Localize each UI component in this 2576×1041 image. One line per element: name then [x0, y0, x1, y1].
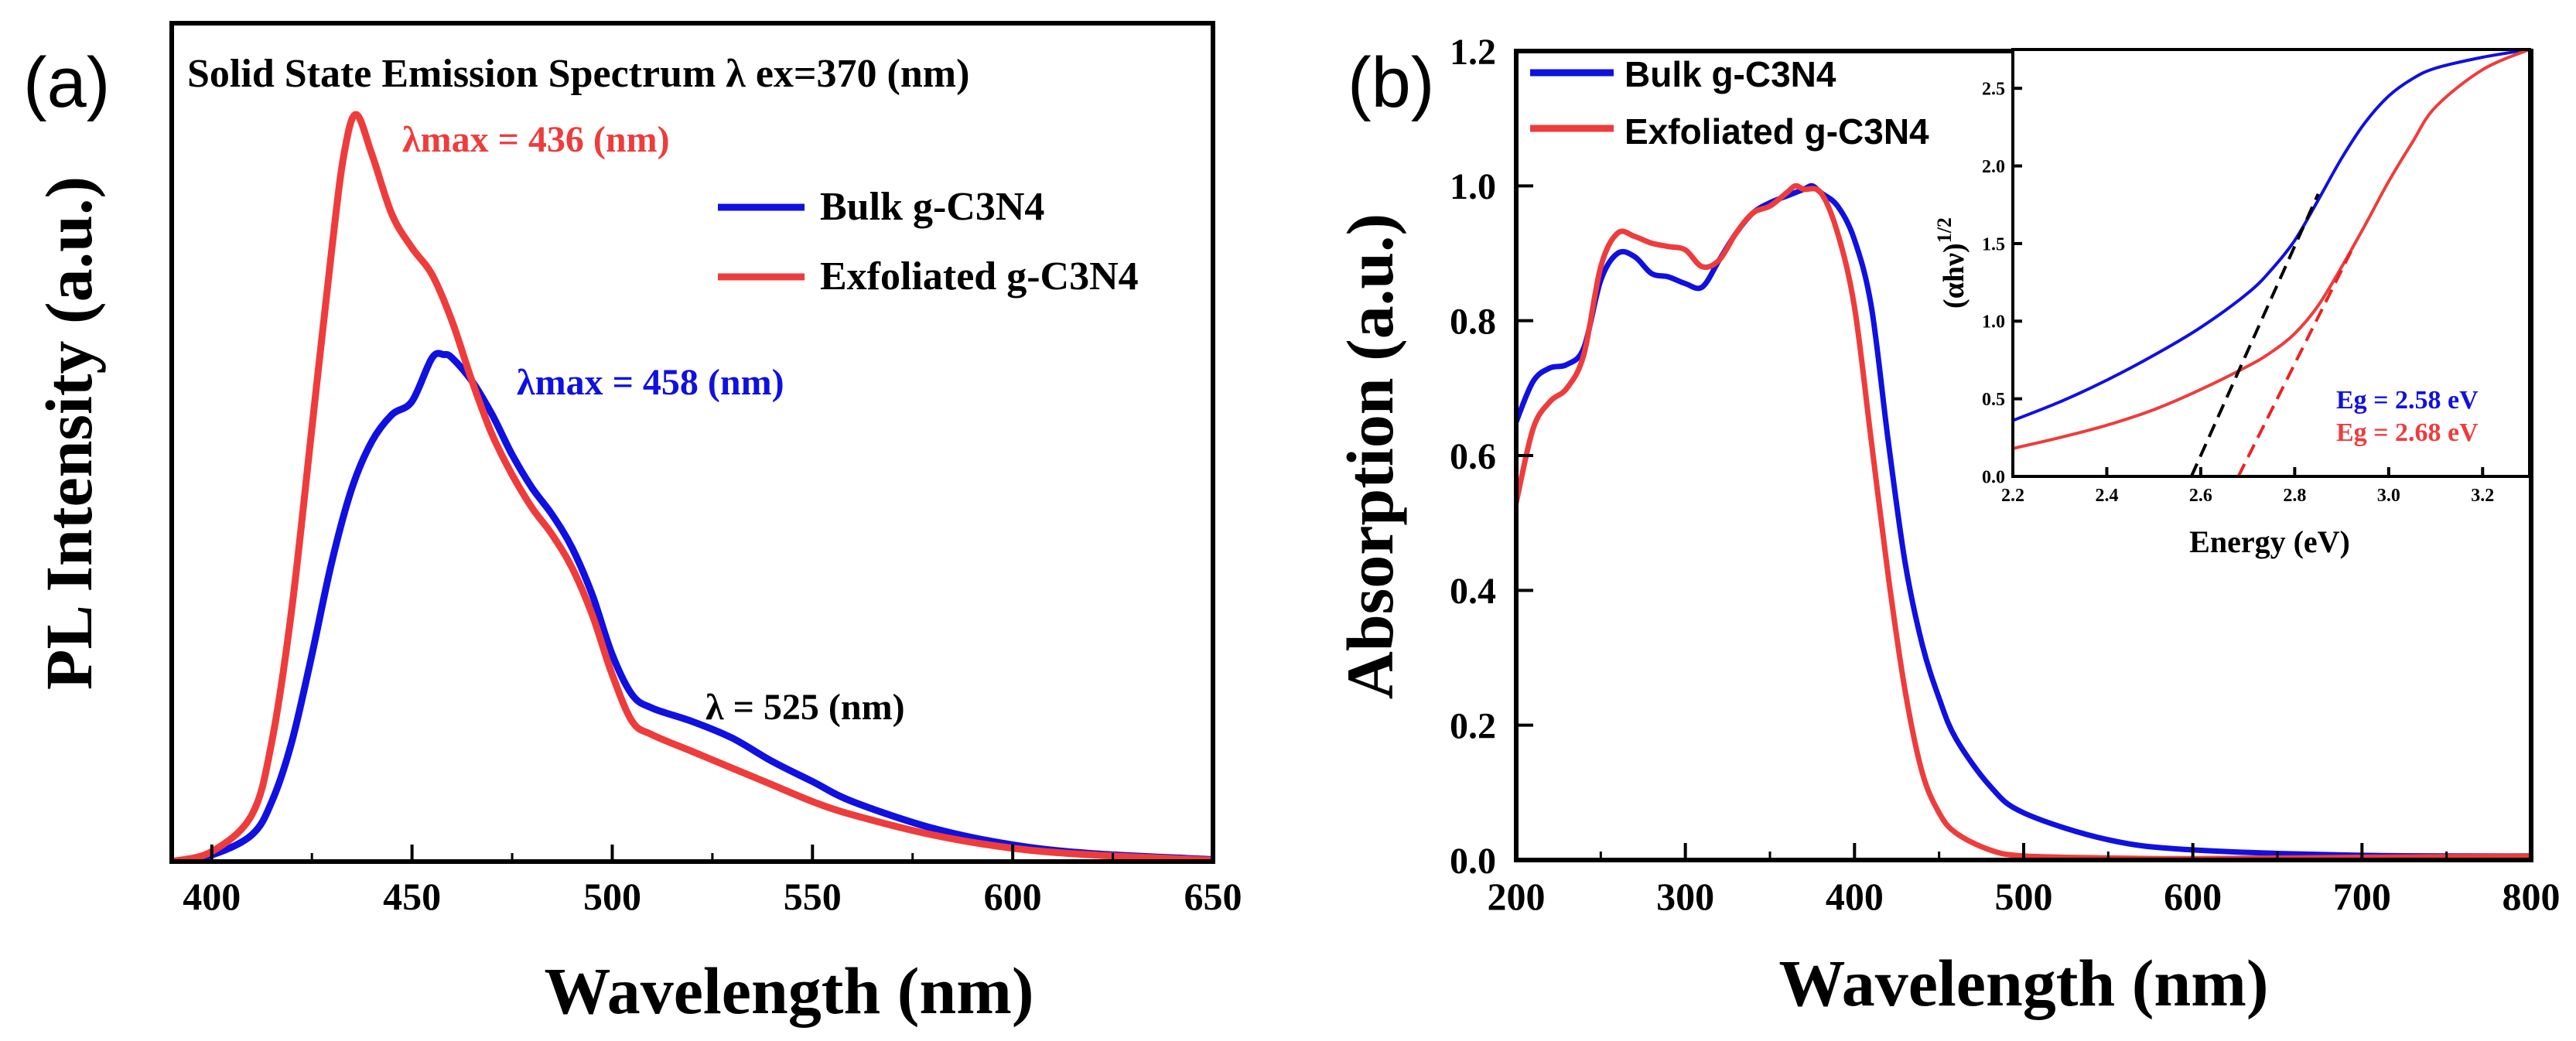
panel-b-ytick-label-1.2: 1.2 [1450, 32, 1496, 73]
inset-xtick-label-2.4: 2.4 [2095, 486, 2118, 506]
legend-a-exfoliated-text: Exfoliated g-C3N4 [820, 254, 1139, 299]
inset-annotation-eg-bulk: Eg = 2.58 eV [2336, 386, 2479, 415]
panel-b-xtick-label-200: 200 [1488, 875, 1546, 918]
panel-a-xtick-label-500: 500 [583, 875, 641, 918]
inset-background [2011, 48, 2531, 478]
panel-a: (a) 400 450 500 550 600 650 Solid State Emiss… [23, 21, 1242, 1028]
panel-a-xtick-label-650: 650 [1184, 875, 1242, 918]
panel-b-y-axis: 0.0 0.2 0.4 0.6 0.8 1.0 1.2 [1450, 32, 1533, 882]
legend-b-exfoliated-label: Exfoliated g-C3N4 [1625, 111, 1929, 152]
panel-b-xtick-label-700: 700 [2333, 875, 2391, 918]
panel-a-xtick-label-600: 600 [984, 875, 1042, 918]
panel-b-legend: Bulk g-C3N4 Exfoliated g-C3N4 [1530, 54, 1929, 152]
inset-ytick-label-1.5: 1.5 [1982, 234, 2005, 254]
panel-b-xtick-label-800: 800 [2503, 875, 2561, 918]
inset-x-label: Energy (eV) [2189, 524, 2350, 559]
panel-a-legend: Bulk g-C3N4 Exfoliated g-C3N4 [718, 185, 1139, 299]
panel-b-ytick-label-0.0: 0.0 [1450, 841, 1496, 882]
inset-x-axis: 2.2 2.4 2.6 2.8 3.0 3.2 [2001, 467, 2494, 506]
panel-b-xtick-label-400: 400 [1826, 875, 1884, 918]
legend-a-bulk-text: Bulk g-C3N4 [820, 185, 1044, 229]
inset-tangent-bulk-line [2189, 193, 2320, 477]
inset-y-axis: 0.0 0.5 1.0 1.5 2.0 2.5 [1982, 80, 2022, 487]
panel-b-series-exfoliated-line [1516, 183, 2531, 860]
panel-a-xtick-label-450: 450 [383, 875, 441, 918]
inset-xtick-label-3.2: 3.2 [2471, 486, 2494, 506]
panel-b: (b) 200 300 400 500 600 700 800 0.00.20.40.60.… [1333, 32, 2561, 1020]
annotation-lambda-max-458: λmax = 458 (nm) [517, 362, 784, 403]
annotation-lambda-max-436: λmax = 436 (nm) [402, 119, 670, 160]
inset-series-exfoliated-line [2013, 49, 2530, 450]
panel-b-series-lines [1516, 183, 2531, 860]
legend-a-bulk-label: Bulk g-C3N4 [820, 185, 1044, 229]
inset-xtick-label-2.2: 2.2 [2001, 486, 2024, 506]
annotation-lambda-525: λ = 525 (nm) [705, 687, 905, 728]
panel-b-ytick-label-0.8: 0.8 [1450, 301, 1496, 342]
inset-ytick-label-2.0: 2.0 [1982, 157, 2005, 177]
legend-b-bulk-label: Bulk g-C3N4 [1625, 54, 1836, 94]
inset-ytick-label-1.0: 1.0 [1982, 312, 2005, 333]
panel-b-xtick-label-300: 300 [1656, 875, 1714, 918]
panel-a-frame [169, 21, 1215, 864]
legend-b-exfoliated-text: Exfoliated g-C3N4 [1625, 111, 1929, 152]
panel-b-ytick-label-0.4: 0.4 [1450, 571, 1496, 612]
panel-b-x-axis: 200 300 400 500 600 700 800 [1488, 843, 2561, 918]
panel-b-y-label: Absorption (a.u.) [1333, 213, 1407, 699]
panel-b-ytick-label-0.6: 0.6 [1450, 436, 1496, 477]
inset-xtick-label-2.6: 2.6 [2189, 486, 2212, 506]
panel-b-x-label: Wavelength (nm) [1778, 946, 2268, 1020]
legend-a-exfoliated-label: Exfoliated g-C3N4 [820, 254, 1139, 299]
panel-b-xtick-label-500: 500 [1995, 875, 2053, 918]
inset-ytick-label-0.5: 0.5 [1982, 390, 2005, 410]
inset-y-label: (αhν)1/2 [1933, 217, 1970, 309]
panel-a-title: Solid State Emission Spectrum λ ex=370 (… [187, 52, 969, 96]
legend-b-bulk-text: Bulk g-C3N4 [1625, 54, 1836, 94]
panel-a-x-axis: 400 450 500 550 600 650 [183, 845, 1242, 918]
panel-b-ytick-label-1.0: 1.0 [1450, 166, 1496, 207]
panel-label-a: (a) [23, 43, 110, 122]
inset-annotation-eg-exfoliated: Eg = 2.68 eV [2336, 418, 2479, 447]
inset-ytick-label-2.5: 2.5 [1982, 80, 2005, 100]
inset-frame [2011, 48, 2531, 478]
inset-ytick-label-0.0: 0.0 [1982, 467, 2005, 487]
inset-xtick-label-2.8: 2.8 [2283, 486, 2306, 506]
panel-a-xtick-label-400: 400 [183, 875, 241, 918]
inset-xtick-label-3.0: 3.0 [2377, 486, 2400, 506]
panel-a-x-label: Wavelength (nm) [544, 954, 1033, 1028]
inset-series-lines [2013, 49, 2530, 477]
panel-a-series-bulk-line [172, 350, 1213, 862]
panel-label-b: (b) [1348, 43, 1434, 122]
panel-b-xtick-label-600: 600 [2164, 875, 2222, 918]
panel-a-series-lines [172, 111, 1213, 862]
panel-a-series-exfoliated-line [172, 111, 1213, 862]
panel-b-ytick-label-0.2: 0.2 [1450, 705, 1496, 746]
inset-tauc-plot: 2.2 2.4 2.6 2.8 3.0 3.2 0.0 0.5 1.0 1.5 2.0 2.5 En… [1933, 48, 2531, 559]
panel-a-y-label: PL Intensity (a.u.) [32, 176, 106, 690]
panel-a-xtick-label-550: 550 [784, 875, 842, 918]
